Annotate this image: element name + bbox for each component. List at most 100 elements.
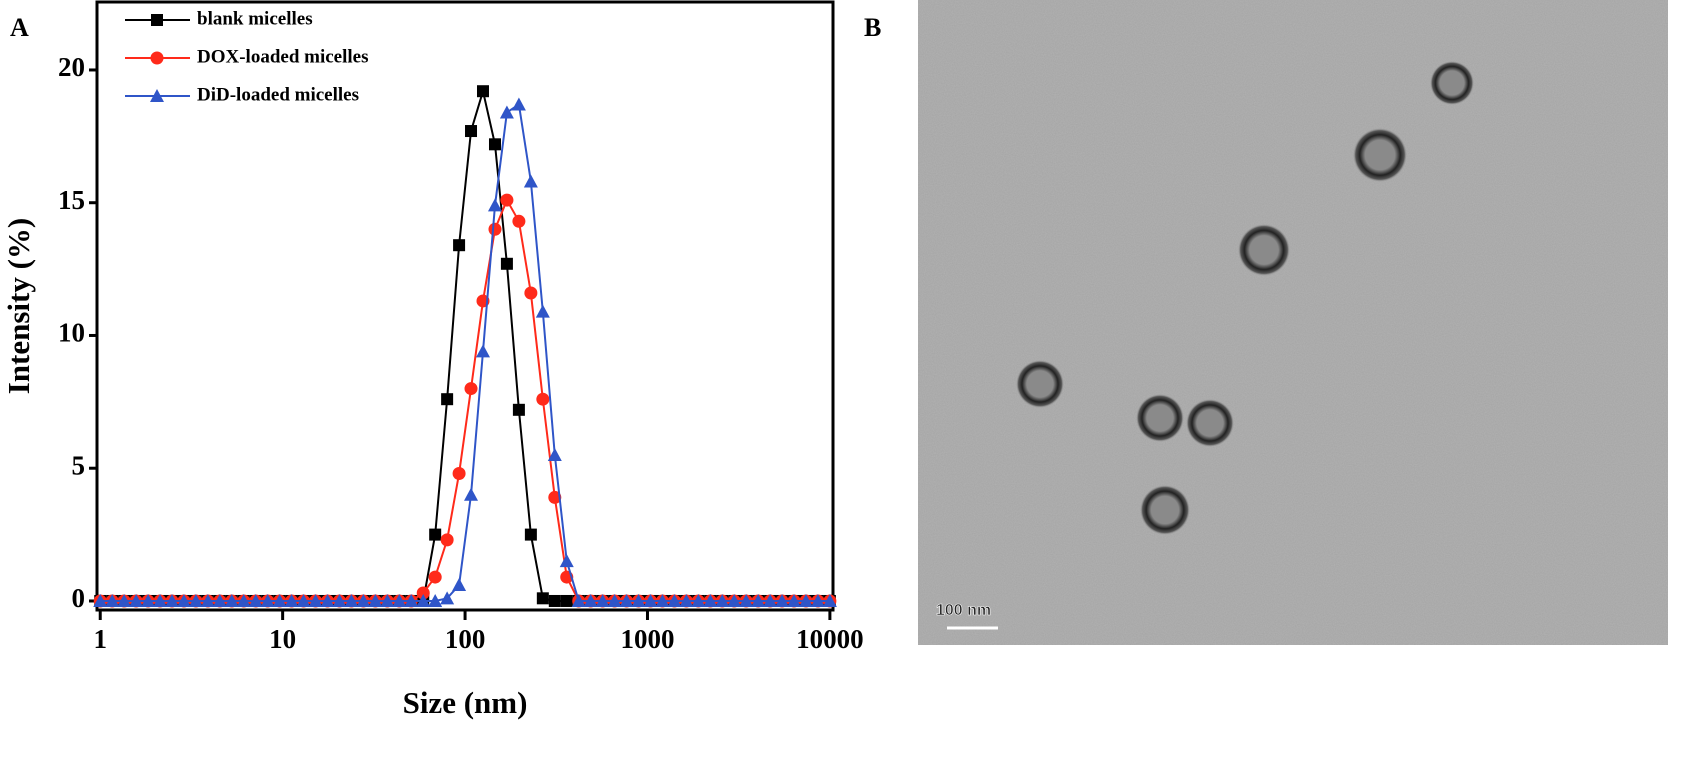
data-point — [308, 593, 323, 607]
data-point — [548, 594, 561, 607]
data-point — [248, 593, 263, 607]
data-point — [452, 578, 467, 592]
data-point — [548, 490, 562, 504]
data-point — [320, 593, 335, 607]
data-point — [441, 393, 454, 406]
micelle — [1430, 61, 1474, 105]
micelle — [1353, 128, 1407, 182]
plot-area: 0 5 10 15 20 1 10 100 1000 10000 Size (nm) Intensit… — [1, 0, 864, 720]
micelle — [1186, 399, 1234, 447]
x-tick-label: 10 — [269, 624, 296, 654]
data-point — [344, 593, 359, 607]
data-point — [93, 593, 108, 607]
data-point — [260, 593, 275, 607]
data-point — [464, 382, 478, 396]
data-point — [787, 593, 802, 607]
data-point — [619, 593, 634, 607]
x-tick-label: 100 — [445, 624, 486, 654]
x-tick-label: 1 — [93, 624, 107, 654]
x-tick-label: 1000 — [620, 624, 674, 654]
data-point — [523, 174, 538, 188]
data-point — [667, 593, 682, 607]
data-point — [739, 593, 754, 607]
data-point — [392, 593, 407, 607]
data-point — [440, 591, 455, 605]
data-point — [715, 593, 730, 607]
image-grain — [918, 0, 1668, 645]
data-point — [296, 593, 311, 607]
data-point — [751, 593, 766, 607]
legend-marker — [150, 51, 164, 65]
data-point — [536, 392, 550, 406]
y-axis-title: Intensity (%) — [1, 218, 36, 395]
data-point — [188, 593, 203, 607]
data-point — [810, 593, 825, 607]
x-tick-label: 10000 — [796, 624, 864, 654]
legend-marker — [150, 89, 164, 102]
data-point — [775, 593, 790, 607]
data-point — [176, 593, 191, 607]
data-point — [416, 593, 431, 607]
data-point — [643, 593, 658, 607]
tem-image: 100 nm — [918, 0, 1668, 645]
data-point — [488, 222, 502, 236]
legend-label: blank micelles — [197, 8, 313, 29]
data-point — [822, 593, 837, 607]
micelle — [1136, 394, 1184, 442]
y-tick-label: 0 — [72, 583, 86, 613]
scale-bar-label: 100 nm — [936, 602, 991, 619]
data-point — [524, 286, 538, 300]
data-point — [475, 344, 490, 358]
y-tick-label: 5 — [72, 450, 86, 480]
data-point — [428, 593, 443, 607]
legend-marker — [151, 14, 163, 26]
micelle — [1140, 485, 1190, 535]
data-point — [404, 593, 419, 607]
data-point — [272, 593, 287, 607]
data-point — [512, 403, 525, 416]
data-point — [476, 85, 489, 98]
data-point — [583, 593, 598, 607]
series-line — [100, 87, 830, 602]
data-point — [500, 257, 513, 270]
data-point — [356, 593, 371, 607]
y-tick-label: 20 — [58, 52, 85, 82]
data-point — [559, 554, 574, 568]
data-point — [487, 198, 502, 212]
data-point — [763, 593, 778, 607]
data-point — [380, 593, 395, 607]
y-tick-label: 10 — [58, 318, 85, 348]
data-point — [691, 593, 706, 607]
data-point — [798, 593, 813, 607]
data-point — [452, 467, 466, 481]
data-point — [200, 593, 215, 607]
legend-label: DiD-loaded micelles — [197, 84, 359, 105]
panel-label: A — [10, 13, 29, 42]
data-point — [212, 593, 227, 607]
data-point — [428, 570, 442, 584]
data-point — [535, 304, 550, 318]
data-point — [488, 138, 501, 151]
micelle — [1016, 360, 1064, 408]
data-point — [631, 593, 646, 607]
data-point — [153, 593, 168, 607]
data-point — [429, 528, 442, 541]
y-tick-label: 15 — [58, 185, 85, 215]
data-point — [607, 593, 622, 607]
data-point — [547, 447, 562, 461]
data-point — [595, 593, 610, 607]
data-point — [453, 239, 466, 252]
x-axis-title: Size (nm) — [403, 685, 528, 720]
data-point — [141, 593, 156, 607]
data-point — [129, 593, 144, 607]
data-point — [679, 593, 694, 607]
data-point — [416, 586, 430, 600]
data-point — [440, 533, 454, 547]
data-point — [465, 125, 478, 138]
data-point — [524, 528, 537, 541]
data-point — [117, 593, 132, 607]
data-point — [464, 487, 479, 501]
data-point — [332, 593, 347, 607]
data-point — [560, 594, 573, 607]
data-point — [512, 214, 526, 228]
